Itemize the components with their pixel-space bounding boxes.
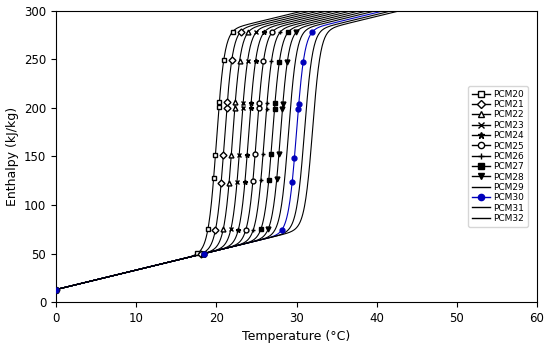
X-axis label: Temperature (°C): Temperature (°C) xyxy=(243,331,351,343)
Legend: PCM20, PCM21, PCM22, PCM23, PCM24, PCM25, PCM26, PCM27, PCM28, PCM29, PCM30, PCM: PCM20, PCM21, PCM22, PCM23, PCM24, PCM25… xyxy=(468,86,527,227)
Y-axis label: Enthalpy (kJ/kg): Enthalpy (kJ/kg) xyxy=(6,107,19,206)
